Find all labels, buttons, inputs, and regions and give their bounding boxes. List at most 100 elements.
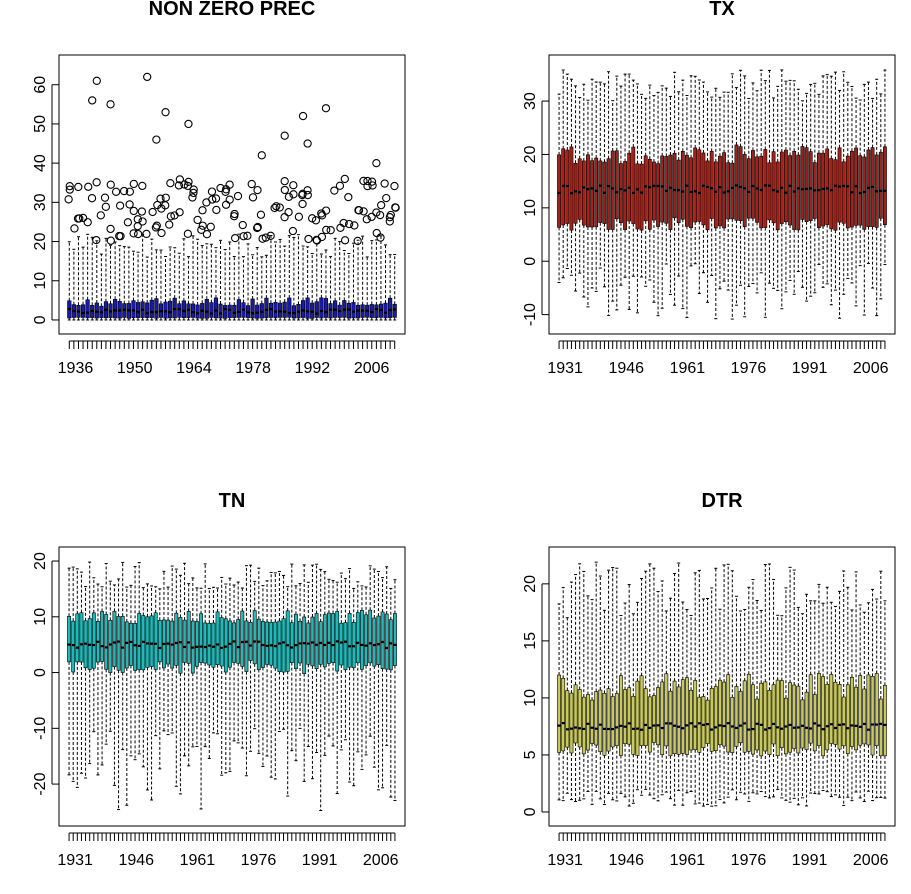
box	[664, 673, 669, 747]
box	[635, 163, 640, 230]
box	[236, 299, 241, 318]
box	[606, 688, 611, 752]
outlier-point	[101, 202, 111, 211]
box	[265, 621, 269, 665]
box	[866, 674, 871, 746]
box	[792, 684, 797, 749]
outlier-point	[372, 228, 381, 238]
outlier-point	[165, 220, 174, 229]
box	[149, 299, 154, 318]
x-tick-label: 1991	[792, 852, 828, 869]
box	[75, 613, 80, 663]
x-tick-label: 1946	[118, 852, 154, 869]
box	[182, 619, 187, 663]
outlier-point	[289, 190, 298, 199]
box	[273, 302, 278, 319]
box	[305, 297, 310, 319]
outlier-point	[335, 181, 345, 190]
outlier-point	[321, 206, 331, 215]
outlier-point	[261, 233, 270, 242]
outlier-point	[275, 203, 284, 212]
outlier-point	[92, 235, 101, 245]
outlier-point	[166, 178, 175, 188]
outlier-point	[152, 221, 161, 230]
box	[302, 616, 307, 674]
box	[598, 160, 603, 223]
y-tick-label: 50	[32, 115, 49, 133]
box	[804, 691, 809, 750]
box	[643, 688, 648, 746]
box	[581, 160, 586, 226]
box	[137, 613, 142, 671]
box	[573, 163, 578, 224]
x-tick-label: 1961	[670, 360, 706, 377]
outlier-point	[359, 176, 368, 186]
outlier-point	[183, 181, 193, 191]
outlier-point	[175, 175, 185, 184]
y-tick-label: 60	[32, 76, 49, 94]
box	[771, 684, 776, 745]
box	[227, 304, 232, 318]
box	[244, 620, 249, 672]
outlier-point	[100, 193, 110, 202]
outlier-point	[143, 72, 152, 82]
x-tick-label: 2006	[853, 360, 889, 377]
box	[360, 609, 364, 670]
box	[236, 619, 241, 664]
box	[614, 150, 619, 220]
box	[181, 300, 186, 318]
outlier-point	[359, 207, 368, 216]
box	[285, 610, 290, 672]
outlier-point	[225, 195, 234, 204]
outlier-point	[367, 177, 377, 186]
box	[796, 154, 801, 231]
box	[393, 613, 397, 666]
box	[833, 681, 838, 745]
box	[594, 691, 599, 746]
box	[623, 161, 627, 230]
outlier-point	[340, 174, 349, 184]
outlier-point	[354, 206, 364, 215]
box	[174, 612, 179, 666]
outlier-point	[233, 191, 243, 201]
box	[598, 689, 603, 753]
outlier-point	[280, 185, 289, 195]
outlier-point	[382, 193, 391, 203]
box	[252, 610, 257, 665]
box	[841, 696, 846, 747]
box	[116, 616, 121, 671]
outlier-point	[148, 207, 157, 217]
x-tick-label: 1978	[235, 360, 271, 377]
box	[709, 151, 714, 219]
outlier-point	[174, 181, 184, 190]
chart-title: DTR	[701, 490, 743, 512]
box	[771, 151, 776, 224]
box	[726, 674, 731, 753]
box	[145, 302, 150, 318]
outlier-point	[106, 224, 115, 234]
box	[660, 155, 665, 223]
box	[240, 610, 245, 667]
box	[310, 302, 315, 319]
outlier-point	[157, 228, 166, 238]
outlier-point	[197, 225, 206, 234]
box	[113, 298, 118, 319]
chart-title: NON ZERO PREC	[149, 0, 316, 20]
box	[705, 699, 710, 744]
outlier-point	[330, 186, 339, 195]
box	[730, 697, 735, 753]
outlier-point	[75, 214, 84, 223]
box	[100, 611, 104, 662]
box	[850, 150, 854, 228]
box	[384, 613, 389, 670]
outlier-point	[303, 186, 312, 195]
outlier-point	[92, 178, 101, 187]
y-tick-label: 10	[522, 689, 539, 707]
outlier-point	[230, 209, 239, 219]
box	[91, 612, 96, 669]
box	[767, 162, 772, 221]
outlier-point	[88, 96, 97, 105]
y-tick-label: 0	[522, 807, 539, 816]
box	[829, 158, 834, 230]
outlier-point	[83, 218, 92, 227]
